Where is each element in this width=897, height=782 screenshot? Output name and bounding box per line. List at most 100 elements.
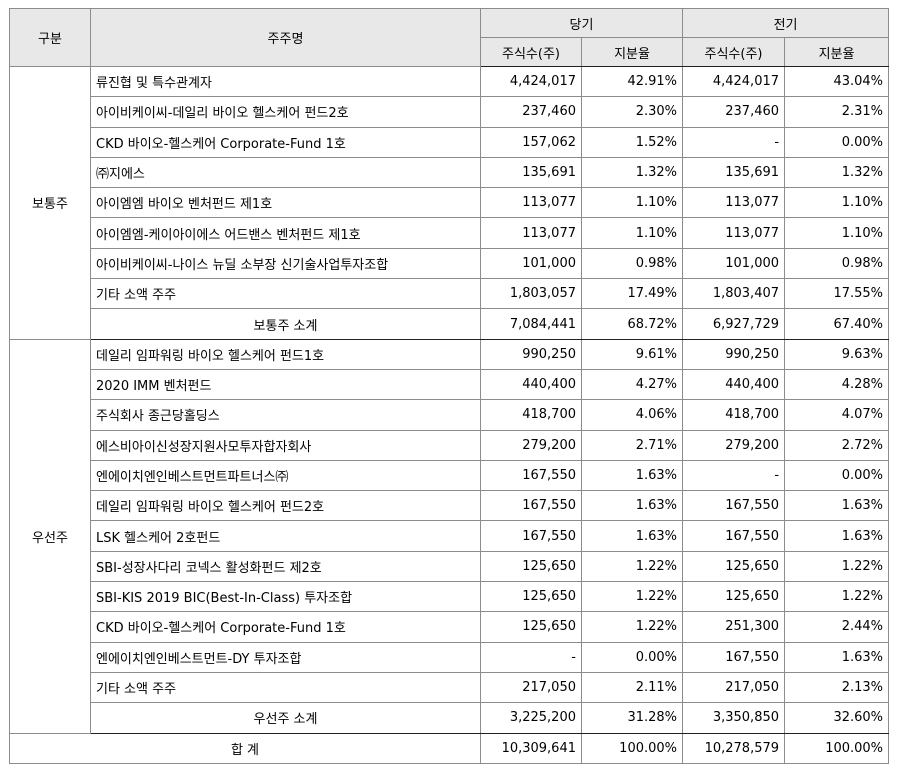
table-row: 기타 소액 주주 1,803,057 17.49% 1,803,407 17.55% (10, 278, 890, 310)
cell-current-shares: 167,550 (480, 490, 582, 522)
cell-prior-ratio: 1.32% (784, 156, 890, 189)
table-row: 기타 소액 주주 217,050 2.11% 217,050 2.13% (10, 671, 890, 704)
cell-prior-shares: 237,460 (682, 96, 786, 128)
cell-prior-ratio: 1.63% (784, 520, 890, 552)
cell-current-shares: 167,550 (480, 459, 582, 492)
cell-shareholder-name: 아이엠엠 바이오 벤처펀드 제1호 (90, 187, 481, 219)
cell-shareholder-name: ㈜지에스 (90, 156, 481, 189)
cell-current-shares: 125,650 (480, 550, 582, 583)
cell-prior-shares: 6,927,729 (682, 308, 786, 340)
cell-prior-shares: 990,250 (682, 338, 786, 370)
cell-prior-shares: - (682, 459, 786, 492)
table-row: SBI-KIS 2019 BIC(Best-In-Class) 투자조합 125,… (10, 581, 890, 613)
cell-subtotal-label: 보통주 소계 (90, 308, 481, 340)
cell-current-shares: 990,250 (480, 338, 582, 370)
header-prior-period: 전기 (682, 8, 890, 38)
preferred-subtotal-row: 우선주 소계 3,225,200 31.28% 3,350,850 32.60% (10, 702, 890, 734)
table-row: 아이비케이씨-데일리 바이오 헬스케어 펀드2호 237,460 2.30% 237,… (10, 96, 890, 128)
cell-shareholder-name: 기타 소액 주주 (90, 671, 481, 704)
table-body: 보통주 류진협 및 특수관계자 4,424,017 42.91% 4,424,017 43… (9, 65, 890, 764)
cell-prior-ratio: 4.28% (784, 368, 890, 401)
cell-prior-ratio: 100.00% (784, 732, 890, 764)
cell-shareholder-name: 아이비케이씨-데일리 바이오 헬스케어 펀드2호 (90, 96, 481, 128)
cell-prior-ratio: 67.40% (784, 308, 890, 340)
cell-current-ratio: 2.11% (580, 671, 684, 704)
cell-total-label: 합 계 (9, 732, 481, 764)
cell-prior-shares: 10,278,579 (682, 732, 786, 764)
cell-prior-shares: 418,700 (682, 399, 786, 431)
cell-current-shares: 7,084,441 (480, 308, 582, 340)
table-row: 엔에이치엔인베스트먼트파트너스㈜ 167,550 1.63% -0.00% (10, 459, 890, 492)
header-cur-shares: 주식수(주) (480, 37, 582, 67)
cell-prior-ratio: 2.13% (784, 671, 890, 704)
table-row: SBI-성장사다리 코넥스 활성화펀드 제2호 125,650 1.22% 125,6… (10, 550, 890, 583)
cell-shareholder-name: LSK 헬스케어 2호펀드 (90, 520, 481, 552)
cell-prior-shares: 279,200 (682, 429, 786, 461)
cell-current-ratio: 1.63% (580, 520, 684, 552)
cell-prior-ratio: 43.04% (784, 65, 890, 98)
cell-shareholder-name: 데일리 임파워링 바이오 헬스케어 펀드2호 (90, 490, 481, 522)
cell-prior-shares: - (682, 126, 786, 158)
cell-prior-shares: 125,650 (682, 550, 786, 583)
cell-current-shares: 135,691 (480, 156, 582, 189)
preferred-category-label: 우선주 (9, 338, 91, 734)
cell-current-shares: 125,650 (480, 581, 582, 613)
cell-shareholder-name: 주식회사 종근당홀딩스 (90, 399, 481, 431)
cell-current-ratio: 100.00% (580, 732, 684, 764)
cell-current-shares: 418,700 (480, 399, 582, 431)
cell-current-ratio: 1.22% (580, 550, 684, 583)
cell-subtotal-label: 우선주 소계 (90, 702, 481, 734)
header-cur-ratio: 지분율 (580, 37, 684, 67)
cell-current-shares: 167,550 (480, 520, 582, 552)
cell-shareholder-name: 엔에이치엔인베스트먼트파트너스㈜ (90, 459, 481, 492)
cell-shareholder-name: CKD 바이오-헬스케어 Corporate-Fund 1호 (90, 611, 481, 643)
cell-current-shares: 4,424,017 (480, 65, 582, 98)
cell-prior-ratio: 2.72% (784, 429, 890, 461)
cell-current-ratio: 1.22% (580, 581, 684, 613)
table-row: 2020 IMM 벤처펀드 440,400 4.27% 440,400 4.28% (10, 368, 890, 401)
cell-current-shares: 101,000 (480, 247, 582, 280)
table-row: 엔에이치엔인베스트먼트-DY 투자조합 -0.00% 167,550 1.63% (10, 641, 890, 673)
cell-prior-shares: 167,550 (682, 490, 786, 522)
table-row: CKD 바이오-헬스케어 Corporate-Fund 1호 157,062 1.5… (10, 126, 890, 158)
cell-prior-ratio: 0.00% (784, 126, 890, 158)
cell-current-ratio: 1.63% (580, 459, 684, 492)
cell-current-shares: 217,050 (480, 671, 582, 704)
cell-prior-ratio: 1.10% (784, 217, 890, 249)
cell-prior-ratio: 2.44% (784, 611, 890, 643)
header-shareholder: 주주명 (90, 8, 481, 67)
table-row: 에스비아이신성장지원사모투자합자회사 279,200 2.71% 279,200 2.7… (10, 429, 890, 461)
table-row: 보통주 류진협 및 특수관계자 4,424,017 42.91% 4,424,017 43… (9, 65, 890, 340)
table-row: LSK 헬스케어 2호펀드 167,550 1.63% 167,550 1.63% (10, 520, 890, 552)
cell-current-ratio: 1.32% (580, 156, 684, 189)
table-row: CKD 바이오-헬스케어 Corporate-Fund 1호 125,650 1.2… (10, 611, 890, 643)
cell-prior-ratio: 2.31% (784, 96, 890, 128)
cell-prior-shares: 113,077 (682, 217, 786, 249)
cell-current-shares: 125,650 (480, 611, 582, 643)
table-row: 주식회사 종근당홀딩스 418,700 4.06% 418,700 4.07% (10, 399, 890, 431)
cell-shareholder-name: 2020 IMM 벤처펀드 (90, 368, 481, 401)
table-row: 아이엠엠 바이오 벤처펀드 제1호 113,077 1.10% 113,077 1.10… (10, 187, 890, 219)
cell-current-shares: 10,309,641 (480, 732, 582, 764)
cell-current-ratio: 4.27% (580, 368, 684, 401)
cell-current-ratio: 68.72% (580, 308, 684, 340)
cell-current-ratio: 0.00% (580, 641, 684, 673)
cell-shareholder-name: 아이엠엠-케이아이에스 어드밴스 벤처펀드 제1호 (90, 217, 481, 249)
table-row: 아이엠엠-케이아이에스 어드밴스 벤처펀드 제1호 113,077 1.10% 113… (10, 217, 890, 249)
grand-total-row: 합 계 10,309,641 100.00% 10,278,579 100.00% (9, 732, 890, 764)
header-row-2: 주식수(주) 지분율 주식수(주) 지분율 (10, 37, 890, 67)
cell-current-ratio: 17.49% (580, 278, 684, 310)
cell-shareholder-name: 아이비케이씨-나이스 뉴딜 소부장 신기술사업투자조합 (90, 247, 481, 280)
cell-prior-shares: 4,424,017 (682, 65, 786, 98)
shareholder-table: 구분 주주명 당기 전기 주식수(주) 지분율 주식수(주) 지분율 보통주 류진… (9, 8, 890, 764)
cell-prior-shares: 101,000 (682, 247, 786, 280)
cell-current-ratio: 1.52% (580, 126, 684, 158)
cell-prior-shares: 113,077 (682, 187, 786, 219)
table-row: 아이비케이씨-나이스 뉴딜 소부장 신기술사업투자조합 101,000 0.98% 1… (10, 247, 890, 280)
header-category: 구분 (9, 8, 91, 67)
cell-prior-shares: 135,691 (682, 156, 786, 189)
cell-shareholder-name: 엔에이치엔인베스트먼트-DY 투자조합 (90, 641, 481, 673)
cell-prior-ratio: 17.55% (784, 278, 890, 310)
cell-current-ratio: 1.10% (580, 187, 684, 219)
cell-current-ratio: 4.06% (580, 399, 684, 431)
